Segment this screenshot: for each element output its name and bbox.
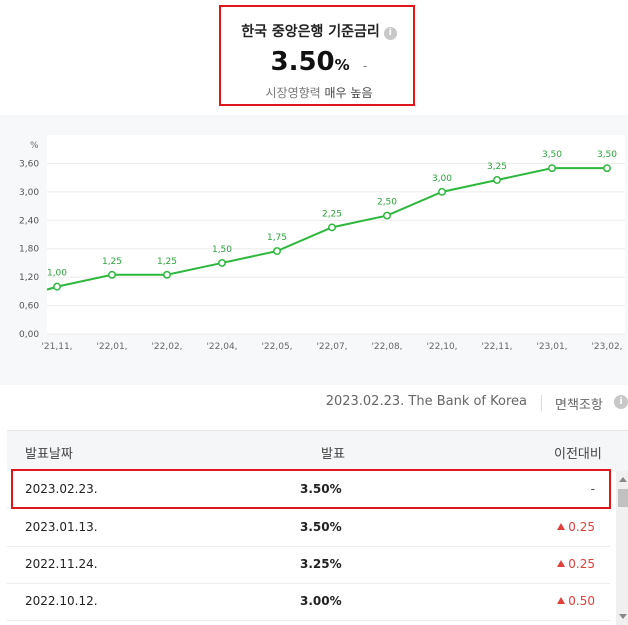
x-tick-label: '22,07,: [316, 342, 347, 352]
data-point: [163, 270, 171, 279]
data-point: [108, 270, 116, 279]
row-date: 2022.10.12.: [25, 594, 98, 608]
row-change-value: 0.25: [568, 557, 595, 571]
data-label: 3,50: [542, 150, 562, 160]
announcement-table: 발표날짜 발표 이전대비 2023.02.23. 3.50% - 2023.01…: [7, 430, 628, 625]
data-label: 3,00: [432, 174, 452, 184]
scroll-up-icon[interactable]: [619, 477, 627, 482]
data-label: 1,25: [157, 257, 177, 267]
table-row[interactable]: 2022.10.12. 3.00% 0.50: [7, 583, 610, 621]
row-value: 3.25%: [300, 557, 342, 571]
data-label: 2,25: [322, 209, 342, 219]
source-text: 2023.02.23. The Bank of Korea: [325, 394, 527, 409]
data-label: 3,50: [597, 150, 617, 160]
row-change: -: [590, 482, 595, 496]
row-change-value: 0.25: [568, 520, 595, 534]
y-tick-label: 1,20: [19, 273, 39, 283]
row-value: 3.50%: [300, 482, 342, 496]
x-tick-label: '23,02,: [591, 342, 622, 352]
y-tick-label: 1,80: [19, 245, 39, 255]
x-tick-label: '22,11,: [481, 342, 512, 352]
x-tick-label: '22,05,: [261, 342, 292, 352]
x-tick-label: '23,01,: [536, 342, 567, 352]
data-point: [328, 223, 336, 232]
row-change: 0.25: [557, 557, 595, 571]
data-point: [603, 164, 611, 173]
row-date: 2023.02.23.: [25, 482, 98, 496]
row-value: 3.00%: [300, 594, 342, 608]
x-tick-label: '22,04,: [206, 342, 237, 352]
disclaimer-link[interactable]: 면책조항: [555, 398, 603, 413]
rate-chart-svg: % 3,60 3,00 2,40 1,80 1,20 0,60 0,00 1,00 1,25 1,2…: [19, 135, 625, 352]
info-icon[interactable]: i: [614, 395, 628, 409]
row-change-value: 0.50: [568, 594, 595, 608]
rate-chart: % 3,60 3,00 2,40 1,80 1,20 0,60 0,00 1,00 1,25 1,2…: [0, 115, 628, 385]
row-change: 0.25: [557, 520, 595, 534]
y-tick-label: 3,00: [19, 188, 39, 198]
data-label: 3,25: [487, 162, 507, 172]
market-impact: 시장영향력 매우 높음: [221, 84, 417, 101]
scroll-thumb[interactable]: [618, 489, 628, 507]
y-axis-unit: %: [30, 141, 39, 151]
data-point: [493, 176, 501, 184]
x-tick-label: '22,10,: [426, 342, 457, 352]
x-tick-label: '22,01,: [96, 342, 127, 352]
row-date: 2022.11.24.: [25, 557, 98, 571]
header-value: 발표: [321, 447, 345, 462]
table-scrollbar[interactable]: [616, 471, 628, 625]
data-point: [53, 282, 61, 291]
data-label: 1,50: [212, 245, 232, 255]
table-row[interactable]: 2023.01.13. 3.50% 0.25: [7, 509, 610, 547]
up-arrow-icon: [557, 597, 566, 604]
y-tick-label: 0,00: [19, 330, 39, 340]
x-tick-label: '22,02,: [151, 342, 182, 352]
rate-value: 3.50: [270, 47, 335, 77]
up-arrow-icon: [557, 560, 566, 567]
data-point: [383, 211, 391, 220]
header-change: 이전대비: [554, 447, 602, 462]
table-header: 발표날짜 발표 이전대비: [7, 431, 628, 471]
x-tick-label: '21,11,: [41, 342, 72, 352]
row-value: 3.50%: [300, 520, 342, 534]
data-label: 1,00: [47, 269, 67, 279]
data-point: [273, 247, 281, 256]
rate-header: 한국 중앙은행 기준금리 i 3.50% - 시장영향력 매우 높음: [0, 0, 628, 115]
row-change: 0.50: [557, 594, 595, 608]
indicator-title-text: 한국 중앙은행 기준금리: [241, 24, 380, 40]
indicator-title: 한국 중앙은행 기준금리 i: [221, 21, 417, 41]
row-date: 2023.01.13.: [25, 520, 98, 534]
divider: [541, 395, 542, 411]
scroll-down-icon[interactable]: [619, 614, 627, 619]
highlight-box: [11, 469, 611, 509]
data-label: 1,25: [102, 257, 122, 267]
rate-change: -: [362, 59, 368, 74]
table-row[interactable]: 2022.11.24. 3.25% 0.25: [7, 546, 610, 584]
x-tick-label: '22,08,: [371, 342, 402, 352]
y-tick-label: 2,40: [19, 216, 39, 226]
data-point: [438, 187, 446, 196]
data-point: [548, 164, 556, 173]
y-tick-label: 0,60: [19, 302, 39, 312]
info-icon[interactable]: i: [383, 27, 397, 40]
plot-background: [47, 135, 625, 334]
source-bar: 2023.02.23. The Bank of Korea 면책조항 i: [0, 385, 628, 430]
data-label: 1,75: [267, 233, 287, 243]
y-tick-label: 3,60: [19, 159, 39, 169]
rate-unit: %: [334, 56, 350, 74]
data-label: 2,50: [377, 198, 397, 208]
impact-value: 매우 높음: [324, 86, 373, 100]
impact-label: 시장영향력: [265, 86, 321, 100]
up-arrow-icon: [557, 523, 566, 530]
highlight-box: 한국 중앙은행 기준금리 i 3.50% - 시장영향력 매우 높음: [219, 5, 415, 106]
header-date: 발표날짜: [25, 447, 73, 462]
current-rate: 3.50% -: [221, 47, 417, 77]
data-point: [218, 258, 226, 267]
